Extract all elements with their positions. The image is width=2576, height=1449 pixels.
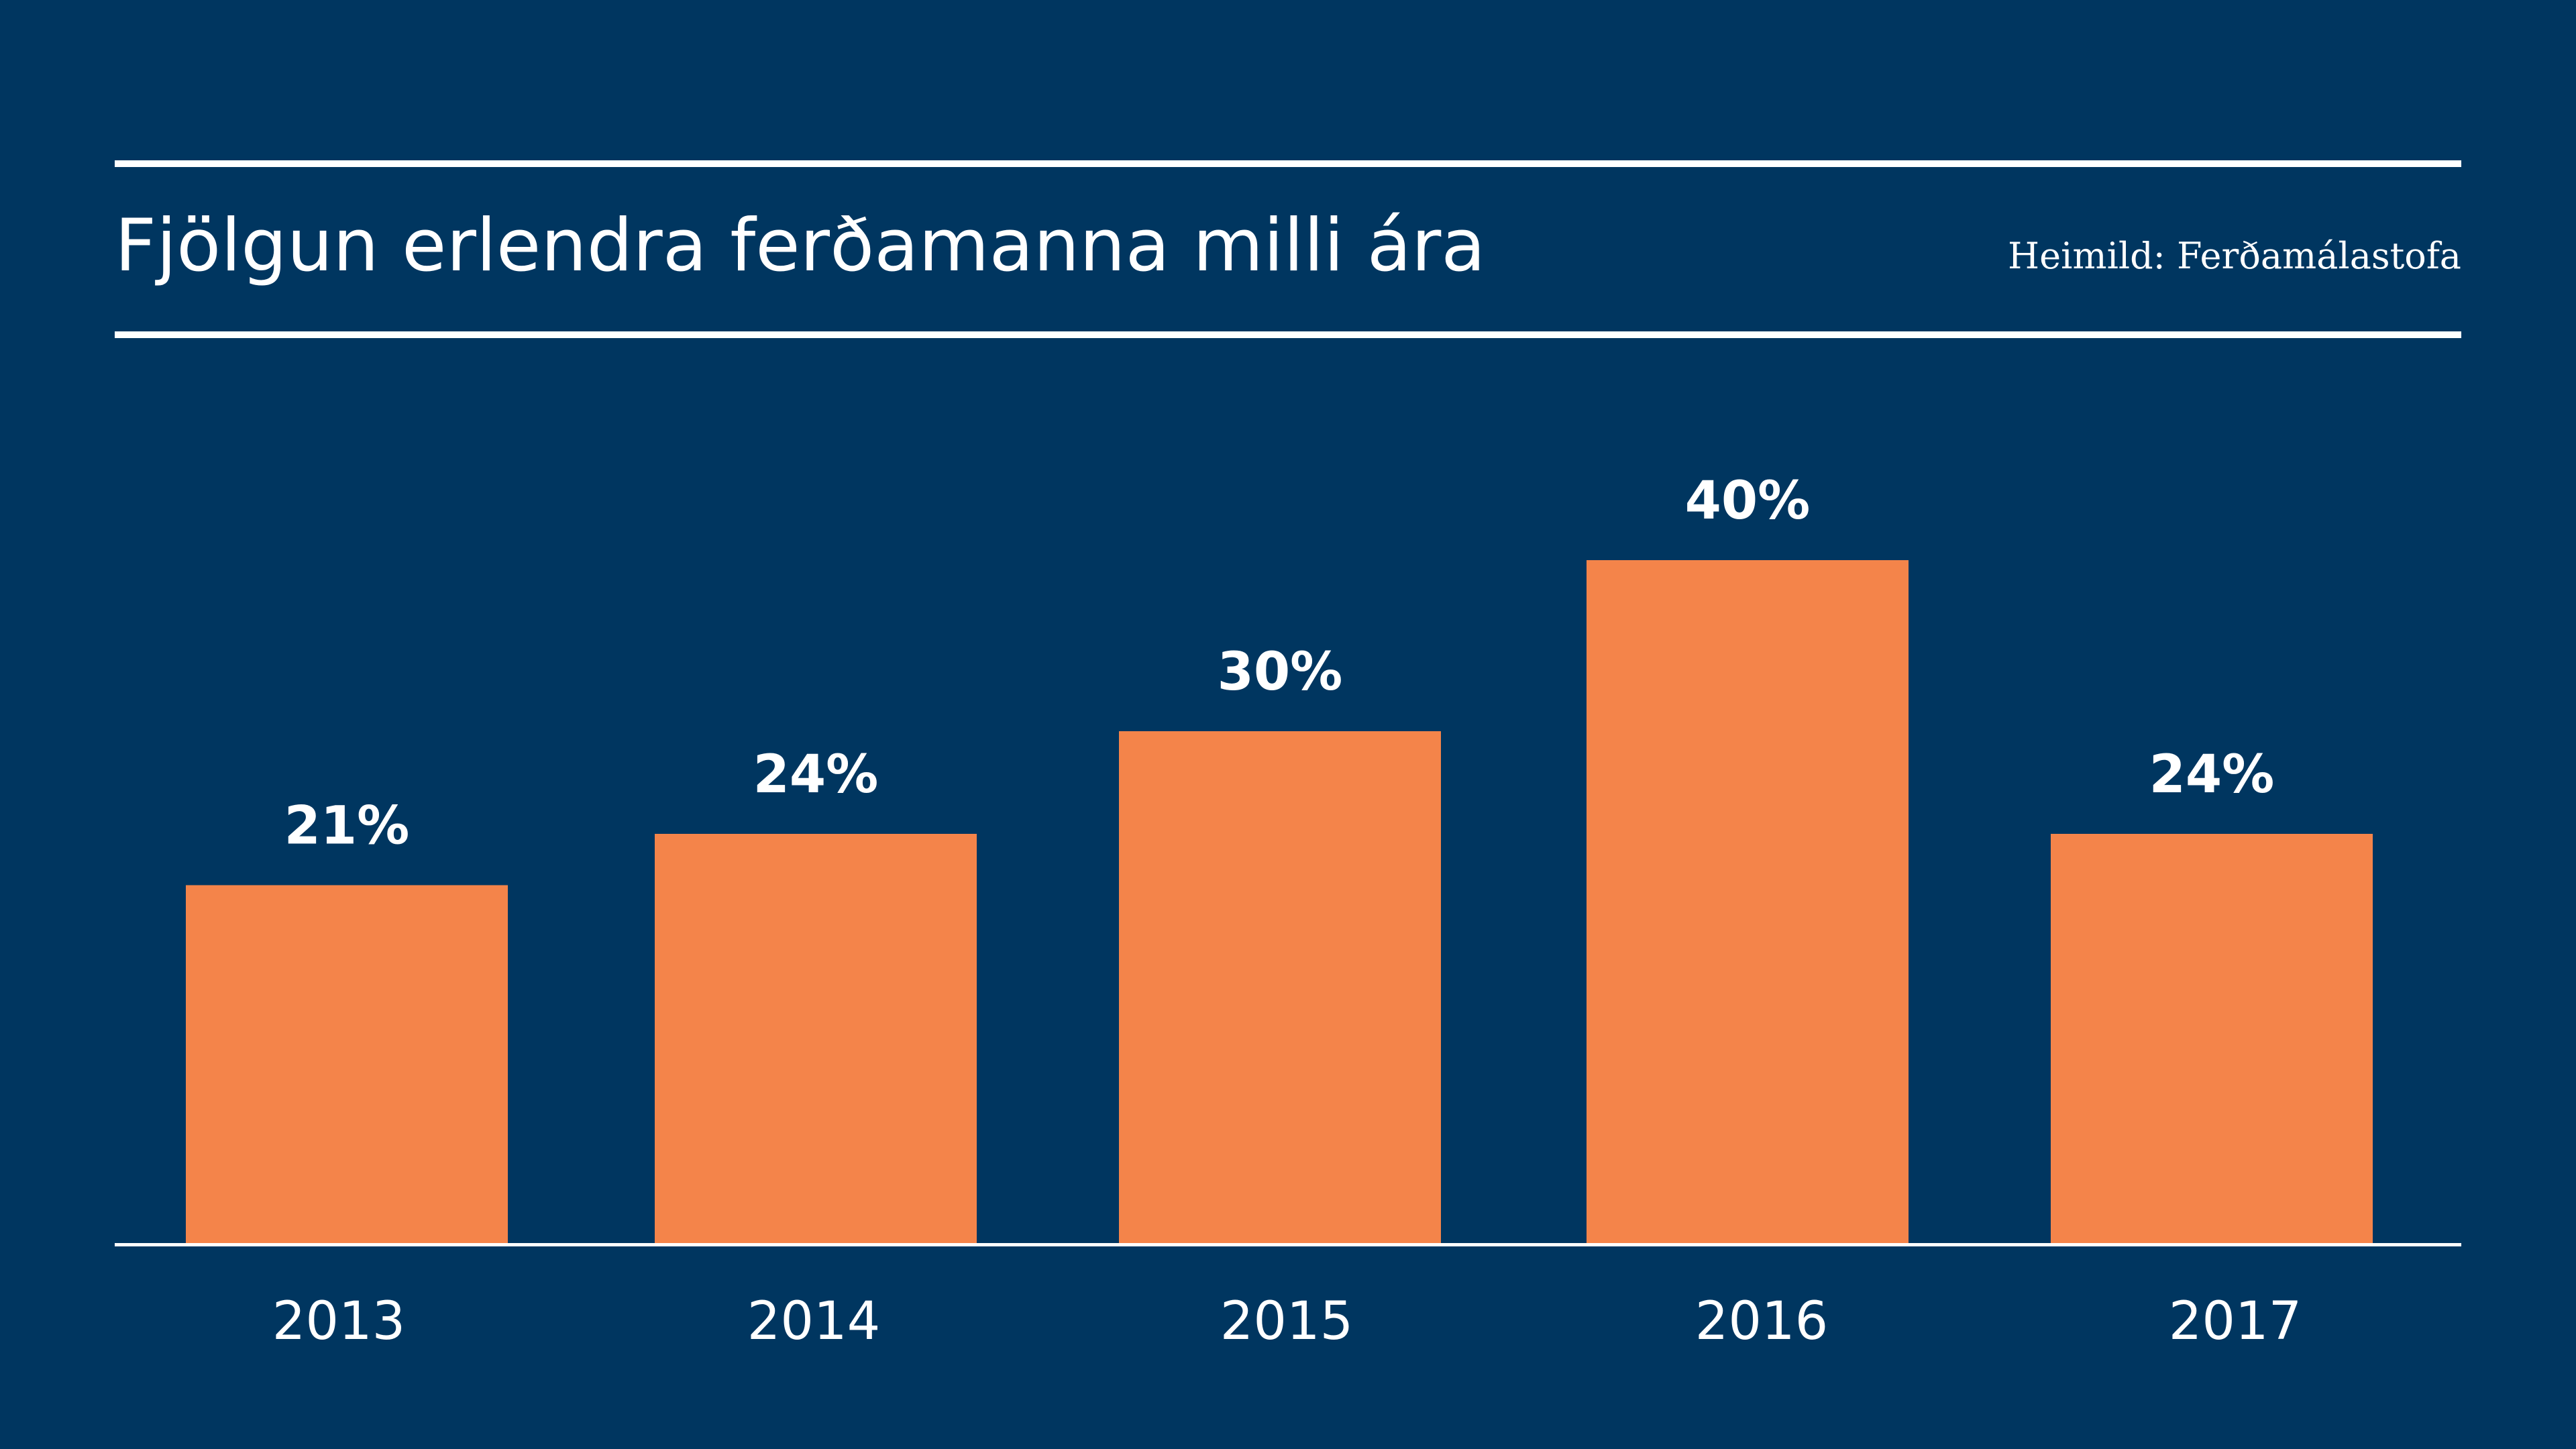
bar-2016 — [1587, 560, 1909, 1244]
x-axis-baseline — [115, 1243, 2461, 1246]
chart-source: Heimild: Ferðamálastofa — [2008, 235, 2461, 277]
value-label-2015: 30% — [1218, 642, 1343, 702]
value-label-2013: 21% — [284, 796, 410, 857]
x-tick-label-2016: 2016 — [1695, 1291, 1829, 1352]
x-tick-label-2015: 2015 — [1220, 1291, 1354, 1352]
x-tick-label-2017: 2017 — [2169, 1291, 2302, 1352]
chart-title: Fjölgun erlendra ferðamanna milli ára — [115, 204, 1485, 288]
bar-2015 — [1119, 731, 1441, 1244]
value-label-2017: 24% — [2149, 745, 2275, 805]
x-tick-label-2013: 2013 — [272, 1291, 406, 1352]
bar-2014 — [655, 834, 977, 1244]
value-label-2014: 24% — [753, 745, 879, 805]
value-label-2016: 40% — [1685, 471, 1811, 531]
title-bottom-rule — [115, 331, 2461, 338]
bar-2013 — [186, 885, 508, 1245]
bar-2017 — [2051, 834, 2373, 1244]
title-top-rule — [115, 160, 2461, 167]
x-tick-label-2014: 2014 — [747, 1291, 881, 1352]
